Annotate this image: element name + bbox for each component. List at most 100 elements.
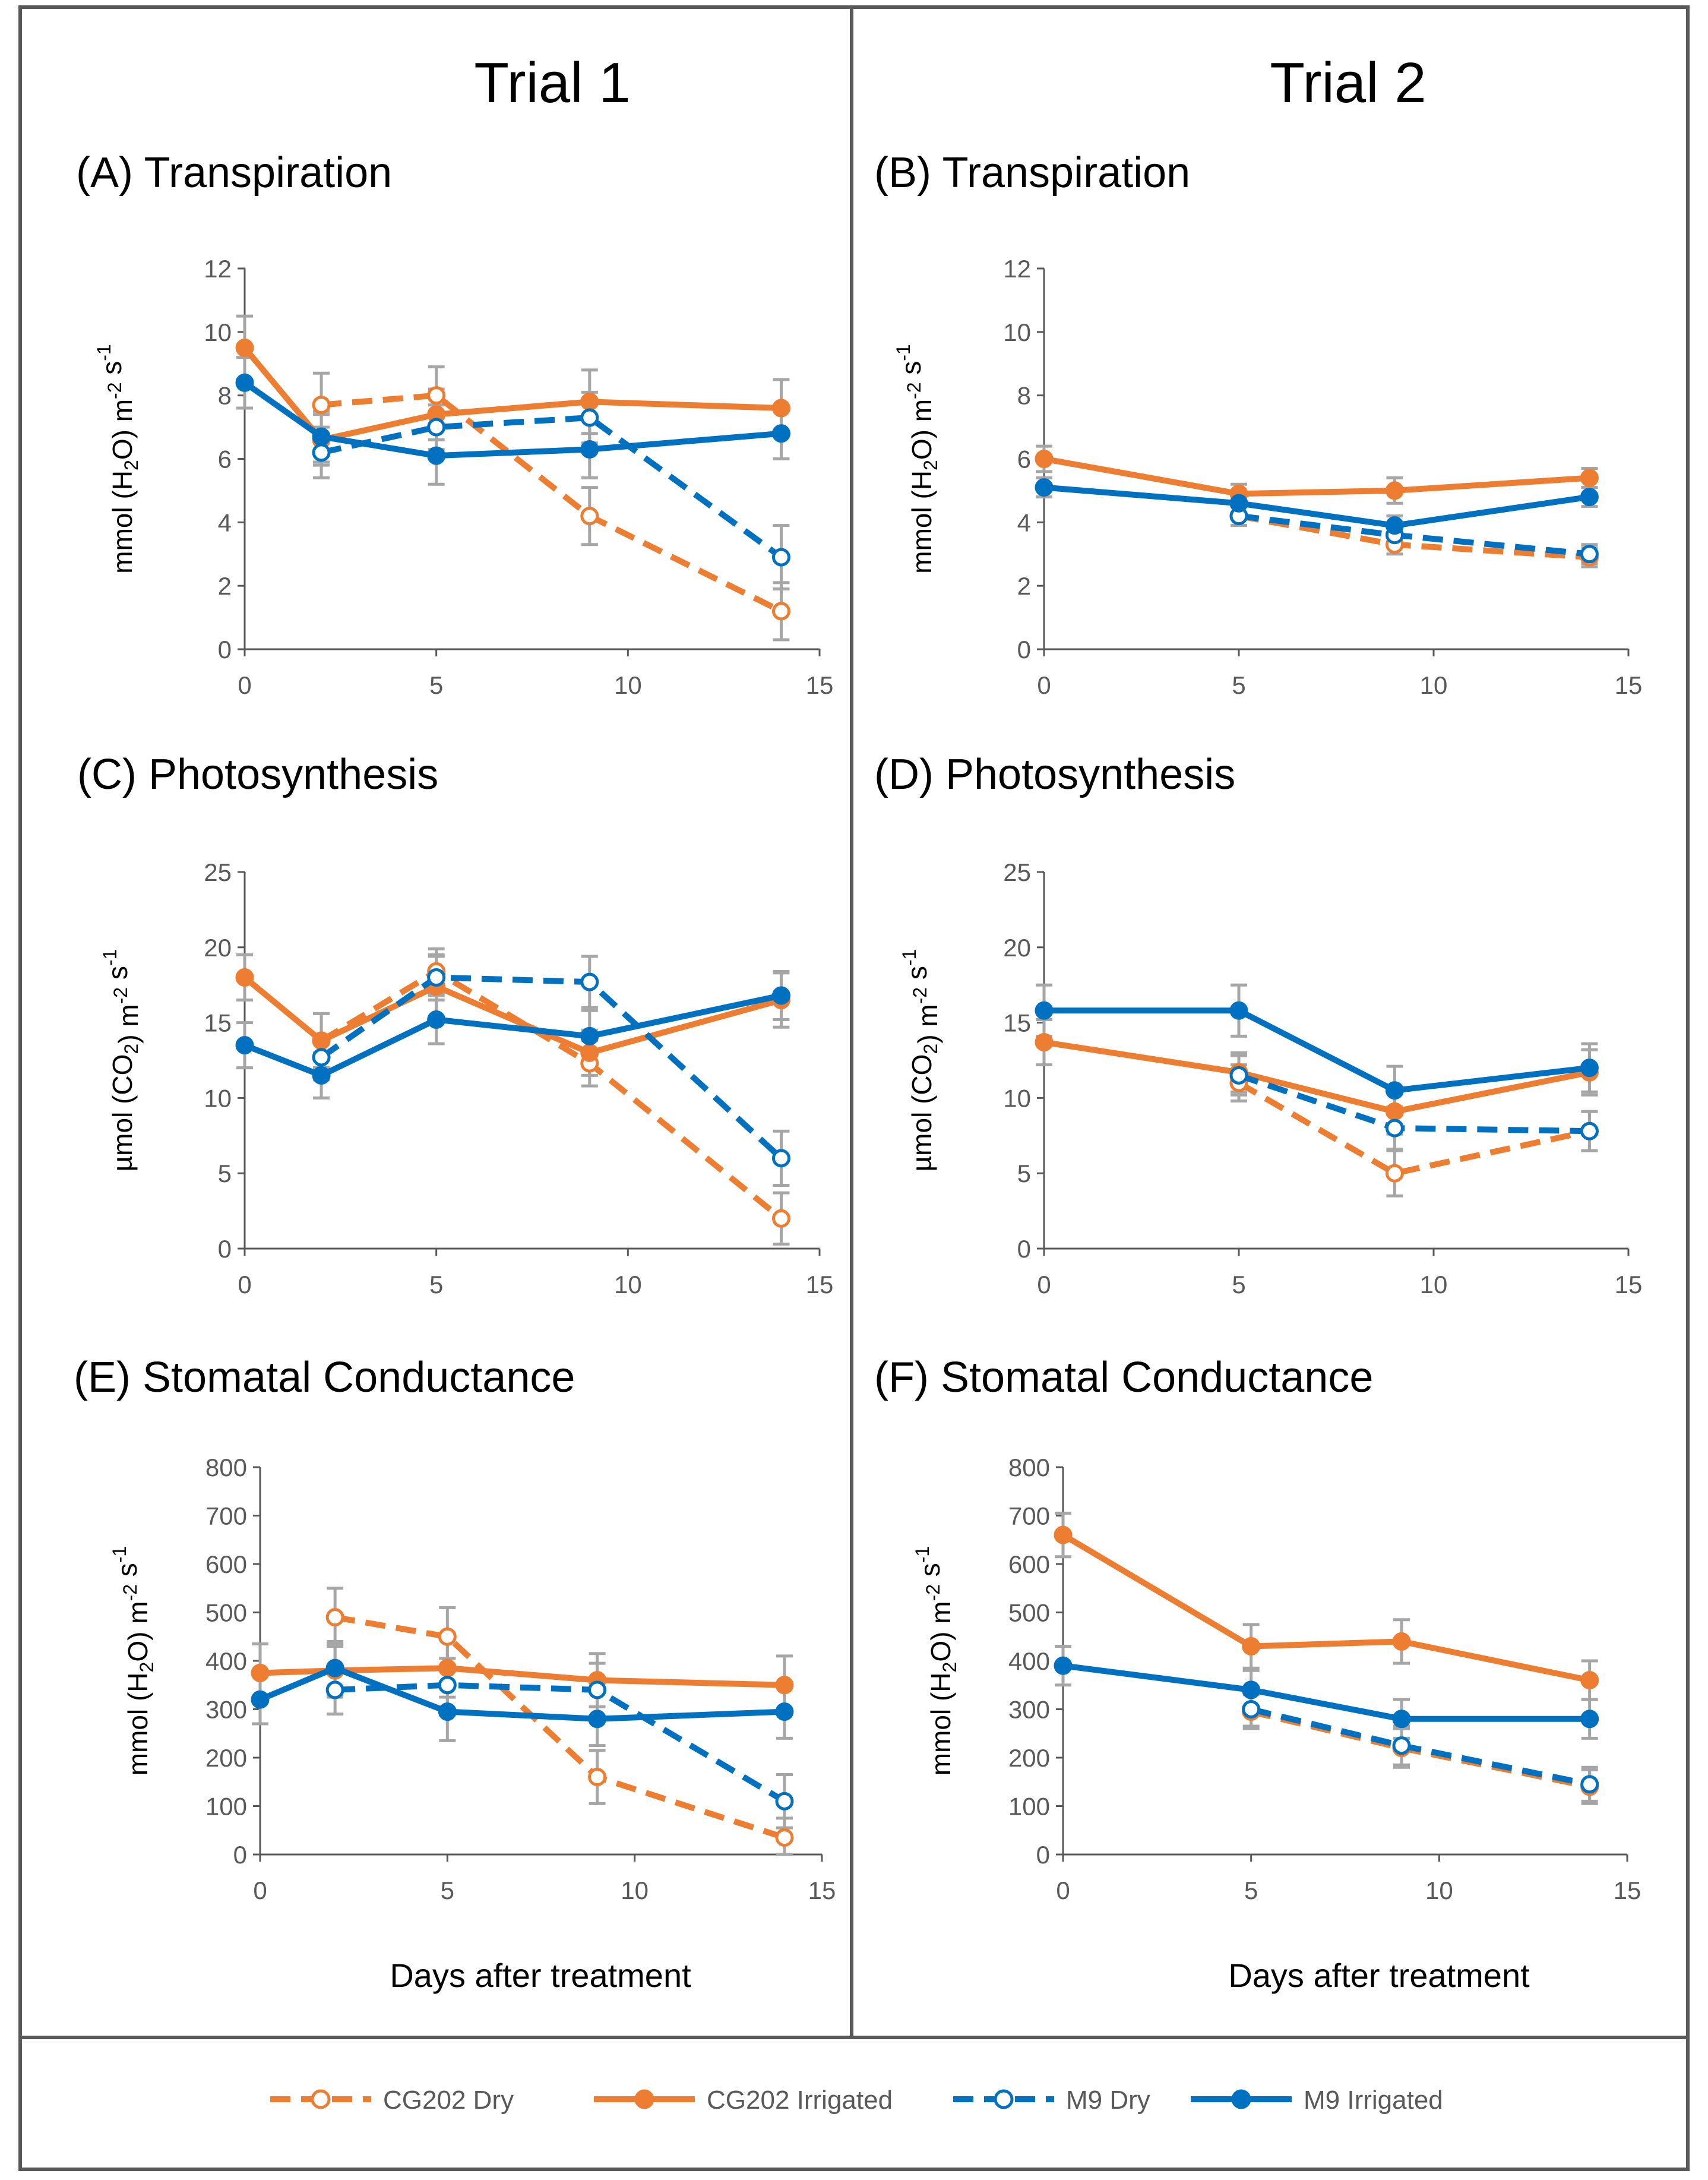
x-tick-label: 10	[1420, 1271, 1448, 1298]
x-tick-label: 0	[1037, 671, 1051, 699]
data-point-cg202-dry	[775, 1828, 794, 1847]
y-tick-label: 0	[218, 1235, 232, 1263]
data-point-cg202-irrigated	[438, 1658, 457, 1677]
series-line-m9-irrigated	[1062, 1663, 1590, 1722]
series-line-m9-dry	[320, 415, 783, 560]
x-tick-label: 15	[1614, 1876, 1641, 1904]
data-point-cg202-irrigated	[235, 339, 254, 358]
data-point-m9-irrigated	[1580, 488, 1599, 507]
y-tick-label: 12	[204, 255, 232, 283]
legend: CG202 Dry CG202 Irrigated M9 Dry M9 Irrigat…	[270, 2086, 1443, 2115]
data-point-m9-irrigated	[1035, 478, 1054, 497]
y-tick-label: 500	[1008, 1599, 1050, 1627]
data-point-m9-irrigated	[1580, 1710, 1599, 1729]
data-point-m9-dry	[1385, 1119, 1404, 1138]
data-point-m9-dry	[427, 418, 446, 437]
data-point-m9-dry	[580, 408, 599, 427]
legend-marker	[994, 2089, 1014, 2109]
x-tick-label: 5	[1232, 671, 1245, 699]
x-tick-label: 5	[1244, 1876, 1258, 1904]
x-tick-label: 15	[1615, 671, 1643, 699]
y-tick-label: 500	[205, 1599, 247, 1627]
data-point-m9-irrigated	[771, 424, 790, 443]
data-point-m9-dry	[438, 1676, 457, 1695]
legend-item-m9-dry: M9 Dry	[953, 2086, 1150, 2115]
y-tick-label: 10	[1003, 318, 1031, 346]
y-tick-label: 100	[205, 1793, 247, 1821]
y-tick-label: 2	[1017, 572, 1031, 600]
y-tick-label: 12	[1003, 255, 1031, 283]
y-axis-label: µmol (CO2) m-2 s-1	[899, 949, 943, 1172]
data-point-cg202-dry	[325, 1608, 344, 1627]
data-point-m9-dry	[1242, 1700, 1261, 1718]
chart-panel-a: (A) Transpiration 0 2 4 6 8 10 12 0 5 10 15 mmol (H2…	[76, 149, 833, 699]
y-tick-label: 2	[218, 572, 232, 600]
y-tick-label: 15	[1003, 1009, 1031, 1037]
y-tick-label: 0	[1036, 1841, 1050, 1869]
y-tick-label: 4	[1017, 508, 1031, 536]
y-tick-label: 600	[205, 1550, 247, 1578]
chart-panel-e: (E) Stomatal Conductance0100200300400500…	[74, 1354, 836, 1994]
y-tick-label: 0	[1017, 636, 1031, 664]
y-tick-label: 25	[1003, 858, 1031, 886]
chart-panel-b: (B) Transpiration 0 2 4 6 8 10 12 0 5 10 15 mmol (H2…	[874, 149, 1642, 699]
data-point-cg202-irrigated	[312, 1031, 331, 1050]
y-tick-label: 5	[1017, 1159, 1031, 1187]
panel-title: (C) Photosynthesis	[77, 751, 438, 798]
data-point-cg202-irrigated	[1580, 1671, 1599, 1690]
y-tick-label: 10	[204, 1084, 232, 1112]
data-point-cg202-irrigated	[580, 1043, 599, 1062]
data-point-m9-irrigated	[588, 1710, 607, 1729]
x-axis-label: Days after treatment	[1228, 1957, 1530, 1994]
data-point-m9-dry	[312, 443, 331, 462]
y-tick-label: 10	[204, 318, 232, 346]
x-tick-label: 15	[806, 671, 834, 699]
data-point-m9-dry	[580, 972, 599, 991]
x-tick-label: 0	[238, 671, 251, 699]
x-tick-label: 15	[1615, 1271, 1643, 1298]
data-point-cg202-dry	[771, 1209, 790, 1228]
data-point-m9-irrigated	[1035, 1001, 1054, 1020]
y-tick-label: 6	[218, 446, 232, 473]
data-point-m9-irrigated	[775, 1702, 794, 1721]
panel-title: (F) Stomatal Conductance	[874, 1354, 1373, 1401]
x-tick-label: 15	[808, 1876, 836, 1904]
x-tick-label: 10	[1420, 671, 1448, 699]
y-tick-label: 700	[205, 1502, 247, 1530]
legend-item-cg202-irrigated: CG202 Irrigated	[594, 2086, 893, 2115]
data-point-cg202-irrigated	[775, 1676, 794, 1695]
x-tick-label: 10	[1425, 1876, 1453, 1904]
data-point-cg202-irrigated	[1580, 469, 1599, 488]
data-point-m9-irrigated	[235, 373, 254, 392]
series-line-cg202-dry	[321, 392, 783, 614]
data-point-m9-dry	[775, 1792, 794, 1811]
x-tick-label: 0	[253, 1876, 267, 1904]
data-point-m9-dry	[325, 1680, 344, 1699]
x-tick-label: 0	[238, 1271, 251, 1298]
y-tick-label: 800	[205, 1454, 247, 1481]
data-point-cg202-dry	[1385, 1164, 1404, 1183]
data-point-m9-irrigated	[771, 986, 790, 1005]
legend-marker	[311, 2089, 331, 2109]
data-point-m9-irrigated	[1242, 1680, 1261, 1699]
data-point-m9-irrigated	[235, 1036, 254, 1055]
panels: (A) Transpiration 0 2 4 6 8 10 12 0 5 10 15 mmol (H2…	[74, 149, 1642, 1994]
legend-label: M9 Irrigated	[1304, 2086, 1443, 2115]
series-line-m9-irrigated	[1043, 484, 1590, 529]
x-axis-label: Days after treatment	[390, 1957, 691, 1994]
chart-panel-c: (C) Photosynthesis 0 5 10 15 20 25 0 5 10 15 µmol (…	[77, 751, 833, 1298]
series-line-cg202-dry	[334, 1614, 786, 1841]
x-tick-label: 5	[1232, 1271, 1245, 1298]
data-point-m9-irrigated	[427, 1010, 446, 1029]
y-axis-label: mmol (H2O) m-2 s-1	[93, 344, 142, 573]
data-point-m9-dry	[1229, 1066, 1248, 1085]
y-tick-label: 400	[1008, 1647, 1050, 1675]
data-point-cg202-dry	[427, 386, 446, 405]
legend-label: CG202 Dry	[383, 2086, 514, 2115]
data-point-cg202-dry	[438, 1627, 457, 1646]
outer-frame	[18, 5, 1690, 2171]
data-point-cg202-dry	[580, 507, 599, 526]
x-tick-label: 5	[441, 1876, 454, 1904]
series-line-m9-irrigated	[1044, 1007, 1590, 1094]
data-point-cg202-irrigated	[1392, 1632, 1411, 1651]
